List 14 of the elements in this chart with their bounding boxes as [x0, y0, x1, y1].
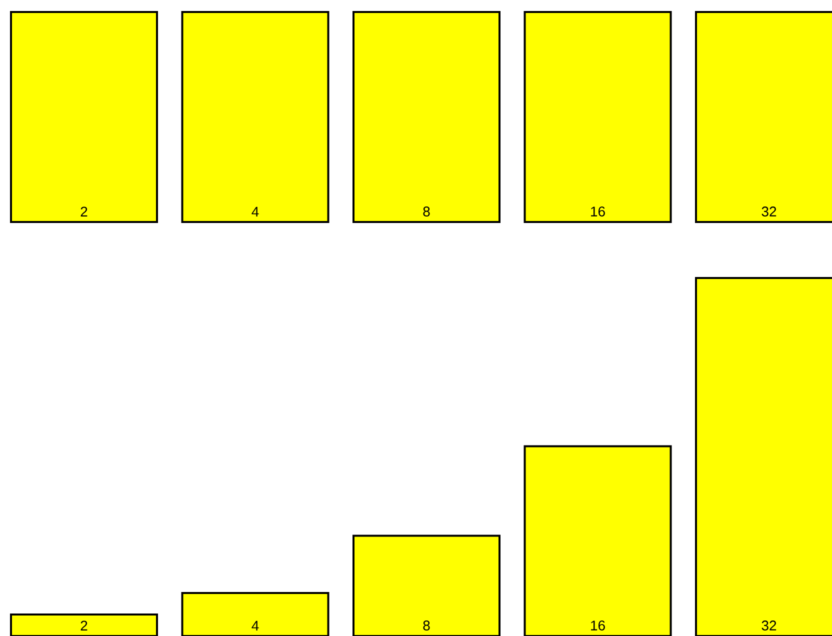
x-tick-label: 2: [80, 620, 88, 630]
x-tick-label: 4: [252, 206, 259, 216]
x-tick-label: 32: [762, 620, 776, 630]
bar: [10, 614, 158, 636]
x-tick-label: 16: [591, 206, 605, 216]
bar: [181, 592, 330, 636]
x-tick-label: 8: [423, 206, 430, 216]
x-tick-label: 16: [591, 620, 605, 630]
bar: [352, 534, 501, 636]
x-tick-label: 32: [762, 206, 776, 216]
x-tick-label: 4: [252, 620, 259, 630]
x-tick-label: 8: [423, 620, 430, 630]
bar: [524, 445, 672, 636]
x-tick-label: 2: [80, 206, 88, 216]
